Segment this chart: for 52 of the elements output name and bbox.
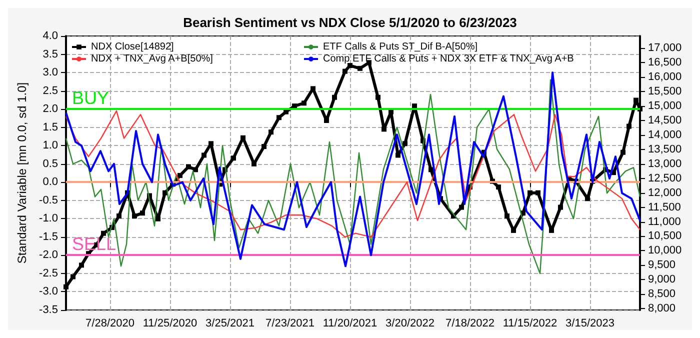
y2-tick-label: 13,500 [648,143,682,156]
y-tick-label: -3.0 [39,286,58,298]
y-tick-label: -2.0 [39,249,58,262]
y-tick-label: 2.5 [42,84,58,97]
y2-tick-label: 9,000 [648,274,676,286]
y-tick-label: 1.5 [42,121,58,134]
y2-tick-label: 10,000 [648,244,682,257]
y-axis-title: Standard Variable [mn 0.0, sd 1.0] [15,82,29,264]
y2-tick-label: 14,500 [648,114,682,126]
x-tick-label: 3/20/2022 [386,318,434,330]
y2-tick-label: 12,000 [648,186,682,199]
legend-label: NDX + TNX_Avg A+B[50%] [91,54,214,64]
legend-label: NDX Close[14892] [91,42,174,52]
ref-line-label: BUY [72,88,110,108]
y-tick-label: 0.0 [42,176,58,188]
x-tick-label: 3/15/2023 [566,318,614,330]
y2-tick-label: 12,500 [648,172,682,184]
y-tick-label: -1.5 [39,230,58,243]
x-tick-label: 7/28/2020 [86,318,134,330]
y-tick-label: 4.0 [42,30,58,42]
y2-tick-label: 17,000 [648,42,682,54]
x-tick-label: 11/25/2020 [142,318,198,330]
x-tick-label: 11/15/2022 [502,318,558,330]
y-tick-label: 1.0 [42,140,58,152]
y2-tick-label: 10,500 [648,230,682,242]
y2-tick-label: 11,500 [648,201,681,214]
y-tick-label: -3.5 [39,304,58,316]
y2-tick-label: 16,000 [648,71,682,84]
y-tick-label: 3.0 [42,66,58,79]
y2-tick-label: 8,000 [648,302,676,315]
y2-tick-label: 16,500 [648,56,682,69]
x-tick-label: 3/25/2021 [206,318,254,330]
y2-tick-label: 8,500 [648,288,676,300]
legend-label: ETF Calls & Puts ST_Dif B-A[50%] [323,42,478,52]
y2-tick-label: 9,500 [648,259,676,272]
y2-tick-label: 11,000 [648,216,681,228]
x-tick-label: 11/20/2021 [322,318,378,330]
y-tick-label: -2.5 [39,267,58,280]
y2-tick-label: 13,000 [648,158,682,170]
y2-tick-label: 15,500 [648,86,682,98]
y-tick-label: 0.5 [42,158,58,170]
y2-tick-label: 14,000 [648,128,682,141]
y-tick-label: 2.0 [42,103,58,116]
legend-label: Comp ETF Calls & Puts + NDX 3X ETF & TNX_Avg A+B [323,54,574,64]
line-series [65,110,641,238]
y-tick-label: -1.0 [39,212,58,225]
x-tick-label: 7/23/2021 [266,318,314,330]
y2-tick-label: 15,000 [648,100,682,112]
y-tick-label: 3.5 [42,48,58,60]
y-tick-label: -0.5 [39,194,58,206]
chart-title: Bearish Sentiment vs NDX Close 5/1/2020 to 6/23/2023 [183,15,517,30]
x-tick-label: 7/18/2022 [446,318,494,330]
